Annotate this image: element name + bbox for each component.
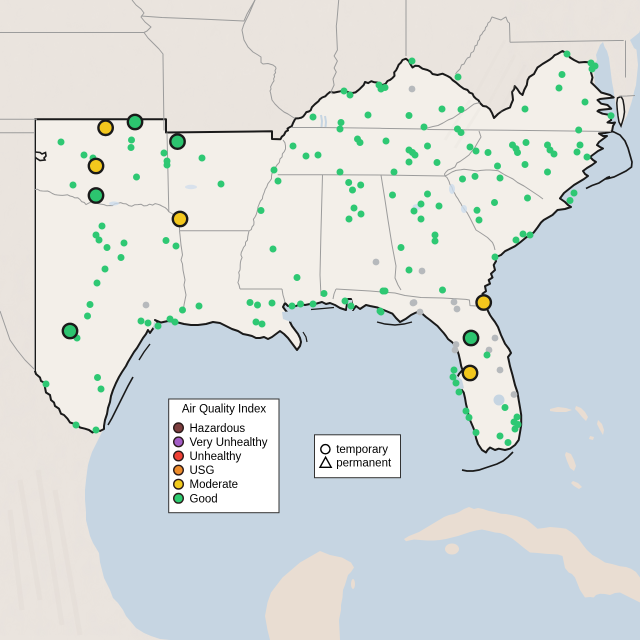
svg-text:temporary: temporary [336,444,388,456]
svg-text:Good: Good [190,493,218,505]
svg-text:USG: USG [190,465,215,477]
svg-text:Moderate: Moderate [190,479,239,491]
svg-text:Very Unhealthy: Very Unhealthy [190,437,268,449]
svg-text:Hazardous: Hazardous [190,423,246,435]
svg-text:permanent: permanent [336,457,392,469]
svg-text:Air Quality Index: Air Quality Index [182,404,267,416]
svg-text:Unhealthy: Unhealthy [190,451,242,463]
